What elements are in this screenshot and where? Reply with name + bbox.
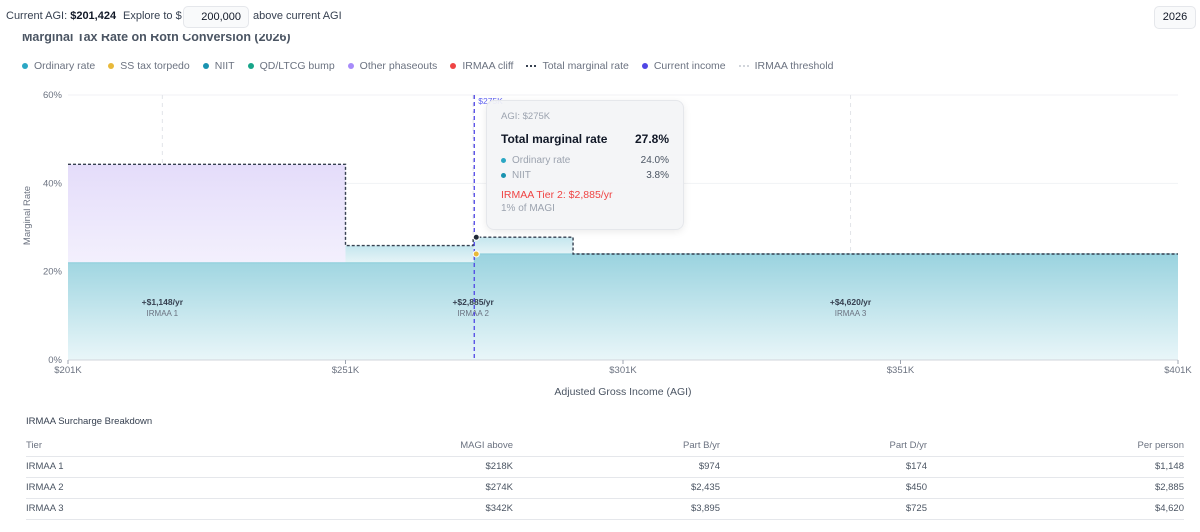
tooltip-row-label: Ordinary rate	[512, 155, 571, 166]
table-cell: $450	[720, 477, 927, 499]
legend-label: NIIT	[214, 60, 235, 72]
legend-label: IRMAA cliff	[462, 60, 514, 72]
tooltip-row-label: NIIT	[512, 170, 531, 181]
other-phaseouts-area	[68, 164, 346, 263]
y-tick-label: 20%	[43, 267, 63, 278]
irmaa-amount-label: +$1,148/yr	[142, 297, 184, 307]
legend-dot-icon	[22, 63, 28, 69]
controls-bar: Current AGI: $201,424 Explore to $ above…	[0, 0, 1200, 34]
table-cell: $725	[720, 498, 927, 520]
x-tick-label: $251K	[332, 365, 360, 376]
tooltip-total-value: 27.8%	[634, 132, 669, 146]
column-header: Per person	[927, 436, 1184, 457]
legend-item[interactable]: IRMAA cliff	[450, 60, 513, 72]
ss-torpedo-marker	[472, 250, 480, 258]
column-header: Tier	[26, 436, 206, 457]
explore-suffix: above current AGI	[253, 10, 342, 22]
legend-item[interactable]: Current income	[641, 60, 726, 72]
table-cell: IRMAA 1	[26, 456, 206, 478]
tooltip-total-label: Total marginal rate	[501, 132, 608, 146]
irmaa-tier-label: IRMAA 2	[457, 309, 489, 318]
y-tick-label: 60%	[43, 90, 63, 101]
column-header: MAGI above	[206, 436, 513, 457]
niit-dot-icon	[501, 172, 506, 178]
column-header: Part D/yr	[720, 436, 927, 457]
table-cell: $1,148	[927, 456, 1184, 478]
legend-label: Other phaseouts	[359, 60, 438, 72]
explore-amount-input[interactable]	[183, 6, 249, 28]
niit-area	[473, 237, 574, 254]
table-header-row: Tier MAGI above Part B/yr Part D/yr Per …	[26, 436, 1184, 457]
total-rate-marker	[472, 233, 480, 241]
table-cell: IRMAA 2	[26, 477, 206, 499]
legend-dot-icon	[247, 63, 254, 69]
legend-label: Total marginal rate	[542, 60, 629, 72]
legend-dot-icon	[108, 63, 115, 69]
irmaa-tier-label: IRMAA 3	[835, 309, 867, 318]
tooltip-row-value: 3.8%	[646, 170, 669, 181]
niit-area	[345, 245, 474, 263]
irmaa-amount-label: +$2,885/yr	[452, 297, 494, 307]
tooltip-irmaa-line: IRMAA Tier 2: $2,885/yr	[501, 189, 613, 201]
table-cell: $2,435	[513, 477, 720, 499]
table-cell: IRMAA 3	[26, 498, 206, 520]
legend-item[interactable]: SS tax torpedo	[108, 60, 190, 72]
tooltip-row-value: 24.0%	[640, 155, 669, 166]
tooltip-agi: AGI: $275K	[501, 111, 551, 122]
x-tick-label: $351K	[887, 365, 915, 376]
chart-tooltip: AGI: $275K Total marginal rate 27.8% Ord…	[486, 100, 684, 230]
table-row: IRMAA 2 $274K $2,435 $450 $2,885	[26, 477, 1184, 499]
table-cell: $174	[720, 456, 927, 478]
legend-dot-icon	[347, 63, 354, 69]
year-select[interactable]: 2026	[1154, 6, 1196, 29]
legend-dash-icon	[738, 65, 749, 67]
explore-label: Explore to $	[123, 10, 182, 22]
x-tick-label: $301K	[609, 365, 637, 376]
table-cell: $342K	[206, 498, 513, 520]
x-tick-label: $401K	[1164, 365, 1192, 376]
table-cell: $974	[513, 456, 720, 478]
ordinary-rate-dot-icon	[501, 157, 506, 163]
table-cell: $218K	[206, 456, 513, 478]
y-axis-title: Marginal Rate	[22, 186, 33, 245]
y-tick-label: 40%	[43, 178, 63, 189]
irmaa-table: Tier MAGI above Part B/yr Part D/yr Per …	[26, 436, 1184, 520]
y-tick-label: 0%	[48, 355, 62, 366]
total-marginal-rate-line	[68, 163, 1178, 255]
x-tick-label: $201K	[54, 365, 82, 376]
legend-label: Ordinary rate	[34, 60, 96, 72]
legend-item[interactable]: QD/LTCG bump	[247, 60, 335, 72]
tooltip-irmaa-sub: 1% of MAGI	[501, 203, 555, 214]
table-row: IRMAA 3 $342K $3,895 $725 $4,620	[26, 498, 1184, 520]
legend-item[interactable]: IRMAA threshold	[738, 60, 834, 72]
x-axis-title: Adjusted Gross Income (AGI)	[554, 386, 691, 398]
table-cell: $3,895	[513, 498, 720, 520]
chart-legend: Ordinary rate SS tax torpedo NIIT QD/LTCG b…	[22, 60, 846, 72]
legend-dot-icon	[202, 63, 209, 69]
table-cell: $274K	[206, 477, 513, 499]
table-row: IRMAA 1 $218K $974 $174 $1,148	[26, 456, 1184, 478]
legend-dash-icon	[526, 65, 537, 67]
current-agi-label: Current AGI: $201,424	[6, 10, 117, 22]
legend-item[interactable]: NIIT	[202, 60, 235, 72]
legend-dot-icon	[450, 63, 457, 69]
legend-label: IRMAA threshold	[754, 60, 834, 72]
legend-label: QD/LTCG bump	[259, 60, 335, 72]
table-cell: $2,885	[927, 477, 1184, 499]
marginal-rate-chart: 0% 20% 40% 60% $201K $251K $301K $351K $401K Adju…	[22, 90, 1192, 398]
irmaa-tier-label: IRMAA 1	[147, 309, 179, 318]
legend-dot-icon	[641, 63, 648, 69]
legend-item[interactable]: Ordinary rate	[22, 60, 95, 72]
column-header: Part B/yr	[513, 436, 720, 457]
ordinary-rate-area	[68, 254, 1178, 360]
current-agi-value: $201,424	[70, 10, 117, 22]
legend-label: Current income	[653, 60, 726, 72]
table-cell: $4,620	[927, 498, 1184, 520]
irmaa-amount-label: +$4,620/yr	[830, 297, 872, 307]
irmaa-table-title: IRMAA Surcharge Breakdown	[26, 416, 153, 427]
legend-item[interactable]: Total marginal rate	[526, 60, 629, 72]
legend-item[interactable]: Other phaseouts	[347, 60, 438, 72]
legend-label: SS tax torpedo	[120, 60, 190, 72]
